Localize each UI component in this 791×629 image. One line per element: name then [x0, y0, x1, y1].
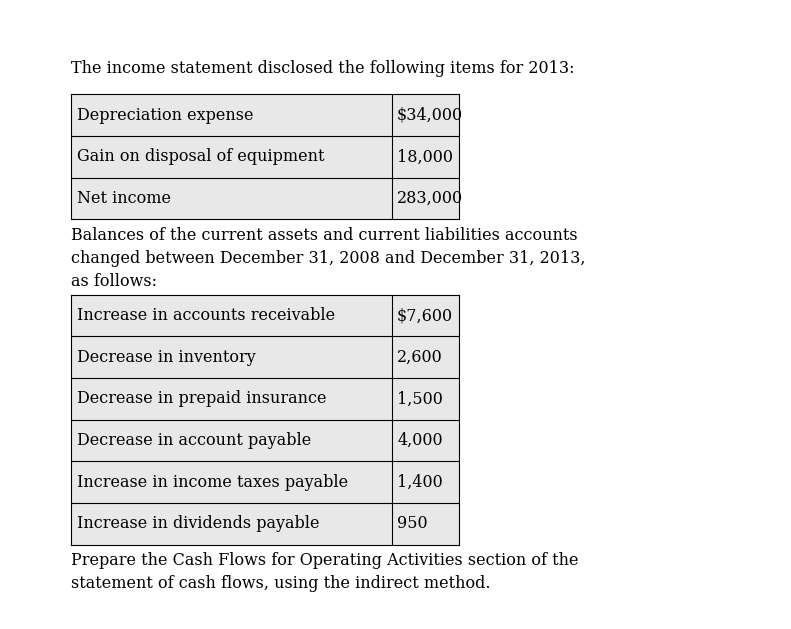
Text: 2,600: 2,600 [397, 349, 443, 366]
Text: $7,600: $7,600 [397, 307, 453, 324]
Text: 4,000: 4,000 [397, 432, 443, 449]
Bar [71, 295, 459, 337]
Text: Increase in income taxes payable: Increase in income taxes payable [77, 474, 348, 491]
Bar [71, 337, 459, 378]
Text: The income statement disclosed the following items for 2013:: The income statement disclosed the follo… [71, 60, 575, 77]
Bar [71, 420, 459, 462]
Text: Balances of the current assets and current liabilities accounts
changed between : Balances of the current assets and curre… [71, 227, 585, 289]
Bar [71, 94, 459, 136]
Text: Decrease in inventory: Decrease in inventory [77, 349, 255, 366]
Text: 950: 950 [397, 516, 428, 533]
Text: Increase in dividends payable: Increase in dividends payable [77, 516, 320, 533]
Text: Increase in accounts receivable: Increase in accounts receivable [77, 307, 335, 324]
Bar [71, 177, 459, 220]
Text: 283,000: 283,000 [397, 190, 464, 207]
Text: Depreciation expense: Depreciation expense [77, 107, 253, 124]
Text: 1,500: 1,500 [397, 391, 443, 408]
Text: Prepare the Cash Flows for Operating Activities section of the
statement of cash: Prepare the Cash Flows for Operating Act… [71, 552, 579, 593]
Bar [71, 462, 459, 503]
Bar [71, 378, 459, 420]
Text: 18,000: 18,000 [397, 148, 453, 165]
Text: Gain on disposal of equipment: Gain on disposal of equipment [77, 148, 324, 165]
Text: Decrease in prepaid insurance: Decrease in prepaid insurance [77, 391, 326, 408]
Text: $34,000: $34,000 [397, 107, 464, 124]
Bar [71, 503, 459, 545]
Text: Decrease in account payable: Decrease in account payable [77, 432, 311, 449]
Text: Net income: Net income [77, 190, 171, 207]
Bar [71, 136, 459, 177]
Text: 1,400: 1,400 [397, 474, 443, 491]
